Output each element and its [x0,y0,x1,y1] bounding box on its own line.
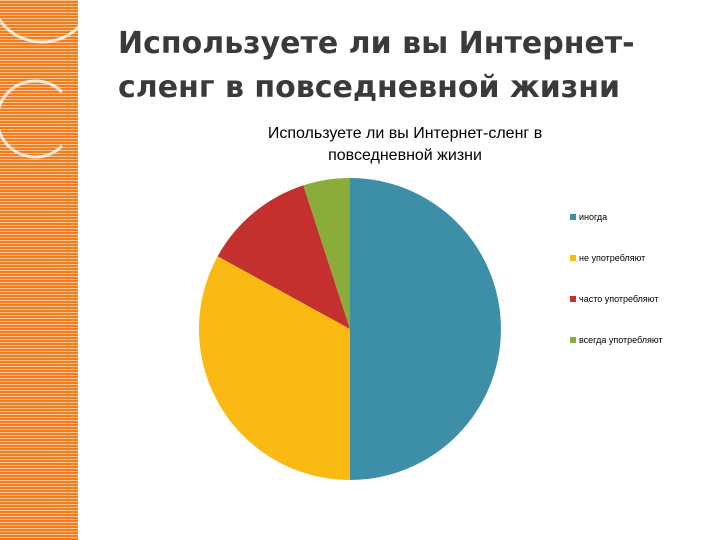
decorative-circles [0,18,78,159]
pie-chart [199,178,501,480]
legend-item: часто употребляют [570,293,658,305]
legend-item: всегда употребляют [570,334,663,346]
legend-swatch [570,296,576,302]
pie-slice-4 [303,178,350,329]
chart-title: Используете ли вы Интернет-сленг в повсе… [267,125,543,164]
legend-swatch [570,337,576,343]
legend-label: часто употребляют [579,294,659,304]
legend-swatch [570,214,576,220]
pie-slice-3 [217,185,350,329]
legend-label: иногда [579,212,608,222]
legend-item: не употребляют [570,252,645,264]
legend-label: всегда употребляют [579,335,663,345]
pie-slice-1 [350,178,501,480]
pie-slice-2 [199,256,350,480]
slide-title: Используете ли вы Интернет-сленг в повсе… [118,26,635,105]
legend-label: не употребляют [579,253,646,263]
legend-swatch [570,255,576,261]
legend-item: иногда [570,211,607,223]
